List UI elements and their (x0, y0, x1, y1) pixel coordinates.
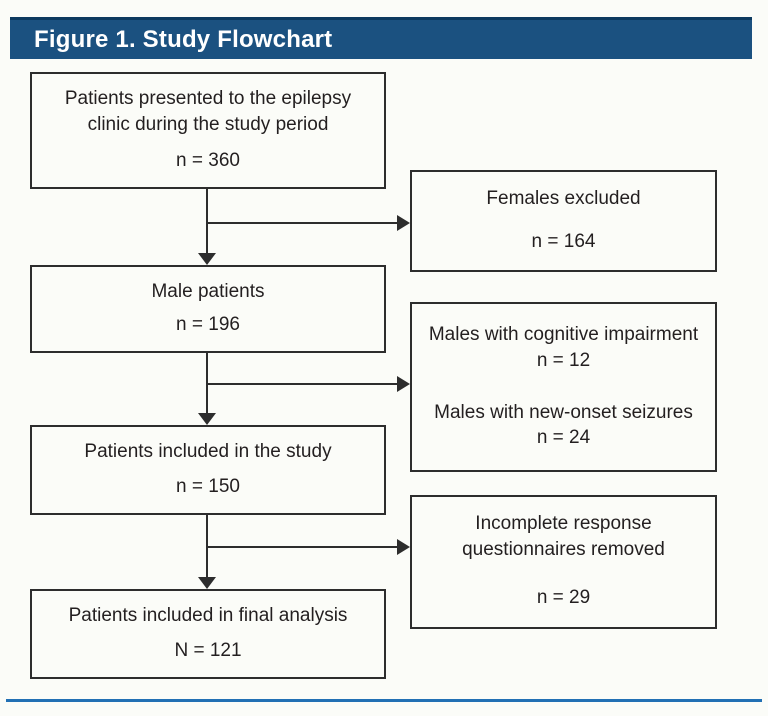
flow-node-male-patients: Male patients n = 196 (30, 265, 386, 353)
figure-header-bar: Figure 1. Study Flowchart (10, 17, 752, 59)
flow-node-incomplete-removed: Incomplete response questionnaires remov… (410, 495, 717, 629)
connector-line-branch-2 (206, 383, 397, 385)
arrow-down-icon (198, 413, 216, 425)
node-count: n = 164 (531, 231, 596, 253)
flow-node-patients-presented: Patients presented to the epilepsy clini… (30, 72, 386, 189)
exclusion-group: Males with cognitive impairment n = 12 (429, 322, 698, 373)
node-count: n = 24 (536, 427, 591, 449)
flow-node-females-excluded: Females excluded n = 164 (410, 170, 717, 272)
arrow-right-icon (397, 215, 410, 231)
node-count: N = 121 (174, 640, 242, 662)
flow-node-included-in-study: Patients included in the study n = 150 (30, 425, 386, 515)
flow-node-males-excluded-reasons: Males with cognitive impairment n = 12 M… (410, 302, 717, 472)
arrow-down-icon (198, 577, 216, 589)
arrow-right-icon (397, 539, 410, 555)
node-label: Male patients (151, 281, 265, 302)
connector-line-branch-1 (206, 222, 397, 224)
node-label: Patients included in the study (84, 441, 332, 462)
arrow-down-icon (198, 253, 216, 265)
connector-line-branch-3 (206, 546, 397, 548)
node-label: Patients included in final analysis (68, 605, 348, 626)
node-count: n = 360 (176, 150, 240, 172)
figure-title: Figure 1. Study Flowchart (34, 25, 333, 53)
arrow-right-icon (397, 376, 410, 392)
node-count: n = 150 (176, 476, 240, 498)
node-count: n = 12 (536, 349, 591, 371)
node-count: n = 29 (536, 587, 591, 609)
node-label: Patients presented to the epilepsy clini… (64, 88, 352, 135)
connector-line-down-1 (206, 189, 208, 253)
exclusion-group: Males with new-onset seizures n = 24 (434, 400, 693, 451)
flow-node-final-analysis: Patients included in final analysis N = … (30, 589, 386, 679)
node-label: Incomplete response questionnaires remov… (462, 513, 665, 560)
node-label: Females excluded (486, 188, 641, 209)
footer-rule (6, 699, 762, 702)
node-label: Males with new-onset seizures (434, 401, 693, 423)
node-label: Males with cognitive impairment (428, 324, 699, 346)
node-count: n = 196 (176, 314, 240, 336)
